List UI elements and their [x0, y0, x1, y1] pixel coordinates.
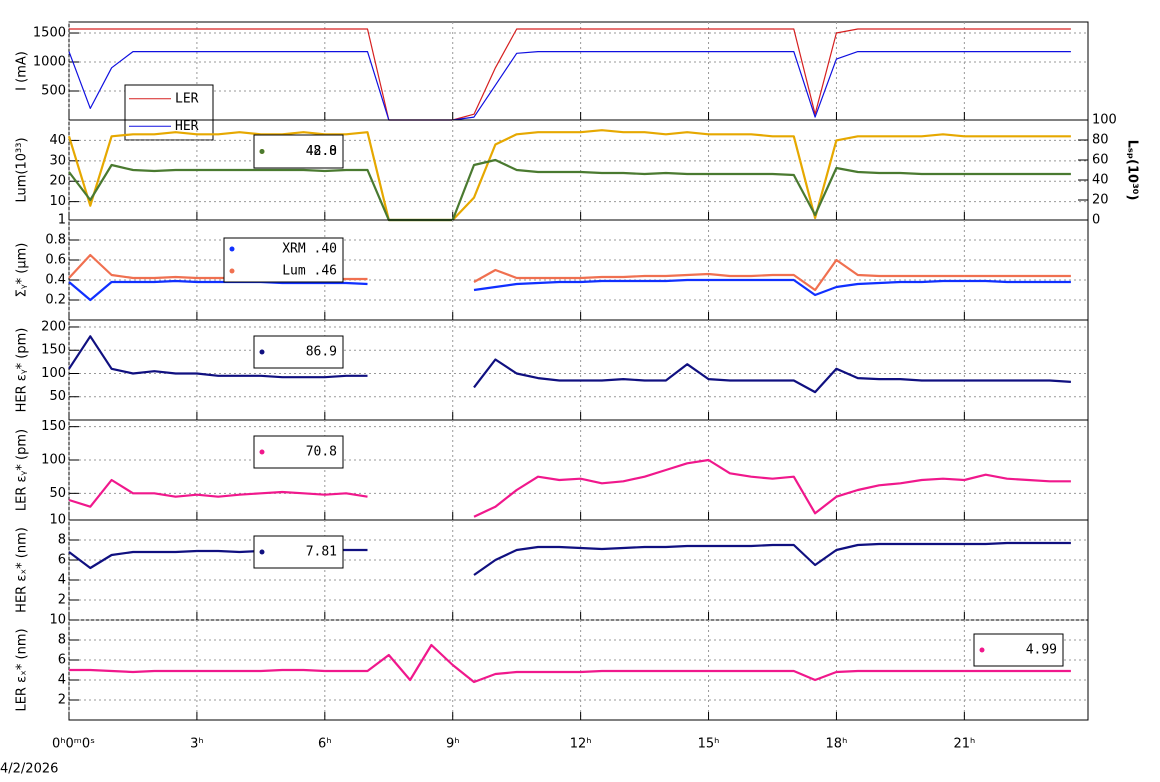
legend-label: 48.0	[306, 144, 337, 159]
x-tick-label: 18ʰ	[826, 737, 848, 752]
y-tick-label: 4	[58, 673, 66, 688]
y-tick-label: 1	[58, 213, 66, 228]
y-tick-label: 0.6	[45, 253, 66, 268]
legend-swatch	[229, 246, 235, 252]
legend-label: 86.9	[306, 345, 337, 360]
legend-swatch	[229, 268, 235, 274]
x-tick-label: 21ʰ	[953, 737, 975, 752]
panel-frame	[68, 519, 1089, 621]
panel-frame	[68, 419, 1089, 521]
y-tick-label: 200	[41, 319, 66, 334]
legend-box	[253, 335, 344, 369]
y2-tick-label: 80	[1092, 133, 1109, 148]
series-line	[69, 643, 1071, 684]
y-axis-label: LER εₓ* (nm)	[15, 628, 30, 711]
x-tick-label: 15ʰ	[698, 737, 720, 752]
legend-box	[253, 435, 344, 469]
series-line	[68, 541, 1071, 576]
y-tick-label: 6	[58, 653, 66, 668]
legend-label: Lum .46	[282, 264, 337, 279]
y-tick-label: 150	[41, 343, 66, 358]
y-tick-label: 0.8	[45, 233, 66, 248]
legend-box	[973, 633, 1064, 667]
legend-label: 42.8	[306, 144, 337, 159]
legend-box	[253, 134, 344, 169]
y-tick-label: 2	[58, 593, 66, 608]
y-tick-label: 50	[49, 389, 66, 404]
y-tick-label: 150	[41, 419, 66, 434]
legend-box	[253, 535, 344, 569]
y-tick-label: 30	[49, 153, 66, 168]
legend-label: LER	[175, 91, 199, 106]
x-tick-label: 12ʰ	[570, 737, 592, 752]
y2-tick-label: 40	[1092, 173, 1109, 188]
y-axis-label: HER εₓ* (nm)	[15, 527, 30, 613]
y-tick-label: 10	[49, 613, 66, 628]
legend-label: 70.8	[306, 445, 337, 460]
series-line	[68, 278, 1071, 302]
panel-frame	[68, 319, 1089, 421]
date-label: 4/2/2026	[0, 762, 58, 777]
series-line	[68, 158, 1071, 222]
x-tick-label: 6ʰ	[318, 737, 332, 752]
legend-label: HER	[175, 119, 199, 134]
y-tick-label: 2	[58, 693, 66, 708]
y2-tick-label: 60	[1092, 153, 1109, 168]
x-tick-label: 3ʰ	[190, 737, 204, 752]
x-tick-label: 0ʰ0ᵐ0ˢ	[52, 737, 95, 752]
y-tick-label: 8	[58, 633, 66, 648]
y-axis-label: I (mA)	[15, 51, 30, 91]
legend-swatch	[259, 549, 265, 555]
y-tick-label: 1500	[33, 26, 66, 41]
y-tick-label: 40	[49, 133, 66, 148]
y2-tick-label: 0	[1092, 213, 1100, 228]
legend-swatch	[979, 647, 985, 653]
y-axis-label: Σᵧ* (μm)	[15, 243, 30, 298]
y2-tick-label: 20	[1092, 193, 1109, 208]
series-line	[69, 28, 1071, 121]
y-tick-label: 500	[41, 84, 66, 99]
y-tick-label: 50	[49, 486, 66, 501]
y-axis-label: LER εᵧ* (pm)	[15, 429, 30, 511]
y-tick-label: 0.4	[45, 273, 66, 288]
y-tick-label: 100	[41, 366, 66, 381]
y-tick-label: 10	[49, 194, 66, 209]
legend-label: XRM .40	[282, 242, 337, 257]
y-axis-label: HER εᵧ* (pm)	[15, 328, 30, 413]
y-tick-label: 10	[49, 513, 66, 528]
series-line	[68, 335, 1071, 394]
series-line	[67, 129, 1071, 222]
y-tick-label: 8	[58, 533, 66, 548]
series-line	[68, 51, 1071, 121]
legend-swatch	[259, 349, 265, 355]
y-tick-label: 100	[41, 453, 66, 468]
y2-tick-label: 100	[1092, 113, 1117, 128]
legend-label: 7.81	[306, 545, 337, 560]
series-line	[68, 458, 1071, 518]
y-axis-label: Lum(10³³)	[15, 137, 30, 202]
y-tick-label: 4	[58, 573, 66, 588]
legend-swatch	[259, 449, 265, 455]
y2-axis-label: Lₛₚ(10³⁰)	[1125, 140, 1140, 201]
legend-label: 4.99	[1026, 643, 1057, 658]
y-tick-label: 20	[49, 174, 66, 189]
y-tick-label: 0.2	[45, 293, 66, 308]
panel-frame	[68, 21, 1089, 121]
legend-box	[223, 237, 344, 283]
legend-swatch	[259, 149, 265, 154]
y-tick-label: 6	[58, 553, 66, 568]
panel-frame	[68, 219, 1089, 321]
x-tick-label: 9ʰ	[446, 737, 460, 752]
y-tick-label: 1000	[33, 55, 66, 70]
